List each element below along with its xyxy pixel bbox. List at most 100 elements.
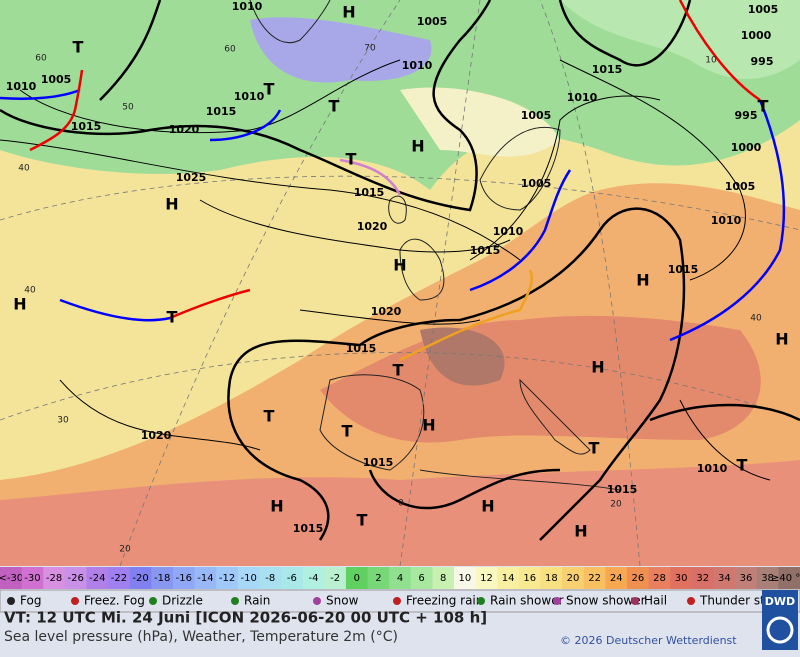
logo-swirl bbox=[766, 616, 794, 644]
scale-cell bbox=[648, 567, 671, 589]
scale-label: 6 bbox=[418, 573, 424, 584]
grid-label: 30 bbox=[57, 416, 69, 426]
scale-label: 38 bbox=[761, 573, 774, 584]
scale-cell bbox=[670, 567, 693, 589]
scale-label: 22 bbox=[588, 573, 601, 584]
pressure-center: H bbox=[13, 295, 26, 314]
isobar-label: 1005 bbox=[748, 3, 779, 16]
scale-cell bbox=[129, 567, 152, 589]
scale-label: 28 bbox=[653, 573, 666, 584]
isobar-label: 995 bbox=[751, 55, 774, 68]
color-scale: <-30 -30 -28 -26 -24 -22 -20 -18 -16 -14 -12 -10 -8-… bbox=[0, 567, 800, 589]
scale-label: 12 bbox=[480, 573, 493, 584]
scale-cell bbox=[237, 567, 260, 589]
legend-label: Snow shower bbox=[566, 594, 646, 608]
scale-label: 20 bbox=[567, 573, 580, 584]
scale-label: -6 bbox=[287, 573, 297, 584]
pressure-center: H bbox=[165, 195, 178, 214]
pressure-center: T bbox=[589, 439, 600, 458]
scale-cell bbox=[778, 567, 800, 589]
grid-label: 60 bbox=[35, 54, 47, 64]
legend-label: Rain bbox=[244, 594, 270, 608]
scale-label: 14 bbox=[502, 573, 515, 584]
scale-cell bbox=[281, 567, 304, 589]
scale-cell bbox=[151, 567, 174, 589]
graticule bbox=[0, 0, 800, 567]
scale-label: -30 bbox=[24, 573, 40, 584]
isobar-label: 1000 bbox=[731, 141, 762, 154]
scale-label: <-30 bbox=[0, 573, 23, 584]
scale-label: 18 bbox=[545, 573, 558, 584]
valid-time: VT: 12 UTC Mi. 24 Juni [ICON 2026-06-20 … bbox=[4, 609, 487, 627]
pressure-center: H bbox=[481, 497, 494, 516]
scale-label: 32 bbox=[696, 573, 709, 584]
grid-label: 50 bbox=[122, 103, 134, 113]
isobar-label: 1020 bbox=[371, 305, 402, 318]
scale-cell bbox=[691, 567, 715, 589]
scale-label: 16 bbox=[523, 573, 536, 584]
scale-label: -14 bbox=[197, 573, 213, 584]
scale-label: -28 bbox=[46, 573, 62, 584]
isobar-label: 1020 bbox=[169, 123, 200, 136]
scale-cell bbox=[324, 567, 347, 589]
scale-label: -20 bbox=[132, 573, 148, 584]
scale-label: -8 bbox=[265, 573, 275, 584]
legend-icon bbox=[553, 597, 561, 605]
isobar-label: 1015 bbox=[354, 186, 385, 199]
scale-cell bbox=[389, 567, 412, 589]
pressure-center: H bbox=[775, 330, 788, 349]
isobar-label: 1020 bbox=[141, 429, 172, 442]
pressure-center: H bbox=[393, 256, 406, 275]
pressure-center: T bbox=[342, 422, 353, 441]
isobar-label: 1010 bbox=[697, 462, 728, 475]
legend-label: Drizzle bbox=[162, 594, 203, 608]
pressure-center: H bbox=[636, 271, 649, 290]
grid-label: 10 bbox=[705, 56, 717, 66]
scale-label: -4 bbox=[309, 573, 319, 584]
grid-label: 60 bbox=[224, 45, 236, 55]
scale-label: -22 bbox=[111, 573, 127, 584]
legend-icon bbox=[631, 597, 639, 605]
scale-cell bbox=[562, 567, 585, 589]
scale-cell bbox=[64, 567, 87, 589]
scale-cell bbox=[86, 567, 109, 589]
scale-cell bbox=[345, 567, 369, 589]
isobar-label: 1010 bbox=[232, 0, 263, 13]
scale-cell bbox=[518, 567, 542, 589]
scale-cell bbox=[497, 567, 520, 589]
scale-label: 2 bbox=[375, 573, 381, 584]
pressure-center: H bbox=[342, 3, 355, 22]
scale-cell bbox=[756, 567, 779, 589]
scale-cell bbox=[172, 567, 196, 589]
isobar-label: 1015 bbox=[470, 244, 501, 257]
isobar-label: 1015 bbox=[293, 522, 324, 535]
coastlines bbox=[249, 0, 621, 491]
legend-label: Rain shower bbox=[490, 594, 564, 608]
pressure-center: T bbox=[329, 97, 340, 116]
scale-cell bbox=[735, 567, 758, 589]
grid-label: 40 bbox=[750, 314, 762, 324]
legend-icon bbox=[477, 597, 485, 605]
scale-label: 30 bbox=[675, 573, 688, 584]
scale-cell bbox=[454, 567, 477, 589]
isobar-label: 1015 bbox=[71, 120, 102, 133]
isobar-label: 1005 bbox=[417, 15, 448, 28]
isobar-label: 1005 bbox=[521, 177, 552, 190]
pressure-center: H bbox=[270, 497, 283, 516]
pressure-center: T bbox=[167, 308, 178, 327]
scale-label: 4 bbox=[397, 573, 403, 584]
scale-cell bbox=[540, 567, 563, 589]
isobar-label: 1010 bbox=[402, 59, 433, 72]
description: Sea level pressure (hPa), Weather, Tempe… bbox=[4, 629, 398, 645]
legend-icon bbox=[231, 597, 239, 605]
isobar-label: 1010 bbox=[493, 225, 524, 238]
pressure-center: H bbox=[422, 416, 435, 435]
legend-icon bbox=[687, 597, 695, 605]
isobar-label: 1005 bbox=[725, 180, 756, 193]
scale-label: 36 bbox=[740, 573, 753, 584]
scale-cell bbox=[432, 567, 455, 589]
scale-cell bbox=[302, 567, 325, 589]
scale-label: -12 bbox=[219, 573, 235, 584]
scale-label: -24 bbox=[89, 573, 105, 584]
